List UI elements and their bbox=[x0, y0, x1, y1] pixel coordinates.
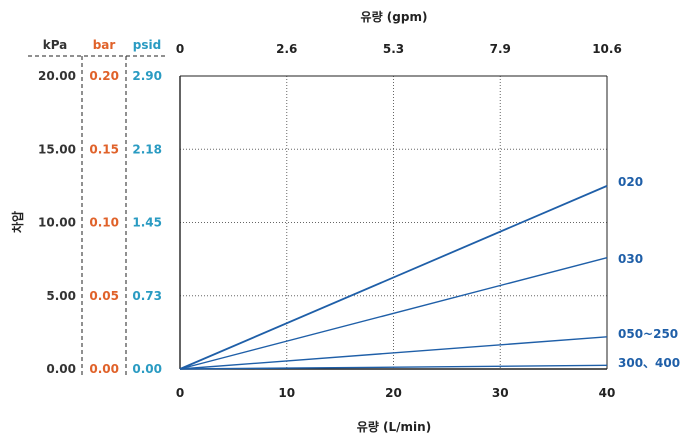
x2-tick-label: 7.9 bbox=[490, 42, 511, 56]
chart-text: kPa 0.00 5.00 10.00 15.00 20.00 bar 0.00 0.05 0.1… bbox=[10, 10, 680, 434]
y-tick-label-psid: 0.00 bbox=[132, 362, 162, 376]
x-tick-label: 40 bbox=[599, 386, 616, 400]
series-label: 020 bbox=[618, 175, 643, 189]
x-axis-title: 유량 (L/min) bbox=[357, 420, 431, 434]
series-line-020 bbox=[179, 185, 608, 370]
x-tick-label: 0 bbox=[176, 386, 184, 400]
series-label: 030 bbox=[618, 252, 643, 266]
x2-axis-title: 유량 (gpm) bbox=[361, 10, 428, 24]
y-tick-label-bar: 0.20 bbox=[89, 69, 119, 83]
x-tick-label: 20 bbox=[385, 386, 402, 400]
series-lines bbox=[179, 185, 608, 370]
y-tick-label-bar: 0.05 bbox=[89, 289, 119, 303]
y-tick-label-kpa: 10.00 bbox=[38, 216, 76, 230]
y-tick-label-bar: 0.10 bbox=[89, 216, 119, 230]
grid bbox=[180, 76, 607, 369]
x2-tick-label: 10.6 bbox=[592, 42, 622, 56]
y-tick-label-kpa: 20.00 bbox=[38, 69, 76, 83]
y-tick-label-kpa: 0.00 bbox=[46, 362, 76, 376]
y-axis-unit-psid: psid bbox=[133, 38, 161, 52]
y-axis-title: 차압 bbox=[10, 211, 25, 233]
y-tick-label-bar: 0.00 bbox=[89, 362, 119, 376]
series-label: 050~250 bbox=[618, 327, 678, 341]
series-line-030 bbox=[179, 256, 608, 370]
y-tick-label-psid: 2.90 bbox=[132, 69, 162, 83]
series-label: 300、400 bbox=[618, 356, 680, 370]
x-tick-label: 30 bbox=[492, 386, 509, 400]
series-line-050~250 bbox=[179, 336, 608, 370]
y-tick-label-kpa: 15.00 bbox=[38, 142, 76, 156]
y-tick-label-psid: 1.45 bbox=[132, 216, 162, 230]
y-tick-label-bar: 0.15 bbox=[89, 142, 119, 156]
x2-tick-label: 5.3 bbox=[383, 42, 404, 56]
y-tick-label-kpa: 5.00 bbox=[46, 289, 76, 303]
y-axis-unit-bar: bar bbox=[93, 38, 116, 52]
x2-tick-label: 0 bbox=[176, 42, 184, 56]
x2-tick-label: 2.6 bbox=[276, 42, 297, 56]
y-tick-label-psid: 2.18 bbox=[132, 142, 162, 156]
y-axis-unit-kpa: kPa bbox=[43, 38, 68, 52]
y-tick-label-psid: 0.73 bbox=[132, 289, 162, 303]
x-tick-label: 10 bbox=[278, 386, 295, 400]
series-line-300、400 bbox=[179, 364, 608, 370]
